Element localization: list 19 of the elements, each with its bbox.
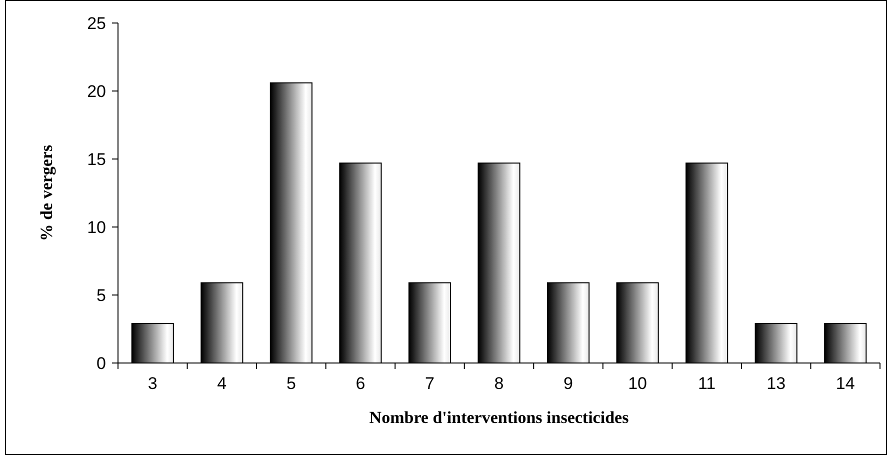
y-tick-label: 5 xyxy=(96,286,106,305)
x-tick-label: 5 xyxy=(286,374,296,393)
y-tick-label: 0 xyxy=(96,354,106,373)
x-tick-label: 8 xyxy=(494,374,504,393)
x-tick-label: 10 xyxy=(628,374,648,393)
x-axis-title: Nombre d'interventions insecticides xyxy=(369,408,630,427)
y-tick-label: 15 xyxy=(87,150,106,169)
y-axis-title: % de vergers xyxy=(37,144,56,242)
x-tick-label: 6 xyxy=(356,374,366,393)
y-tick-label: 10 xyxy=(87,218,106,237)
x-tick-label: 3 xyxy=(148,374,158,393)
x-tick-label: 11 xyxy=(698,374,716,393)
y-tick-label: 20 xyxy=(87,82,106,101)
y-tick-label: 25 xyxy=(87,14,106,33)
x-tick-label: 7 xyxy=(424,374,434,393)
x-tick-label: 4 xyxy=(217,374,227,393)
x-tick-label: 14 xyxy=(836,374,855,393)
x-tick-label: 13 xyxy=(766,374,786,393)
x-tick-label: 9 xyxy=(564,374,574,393)
